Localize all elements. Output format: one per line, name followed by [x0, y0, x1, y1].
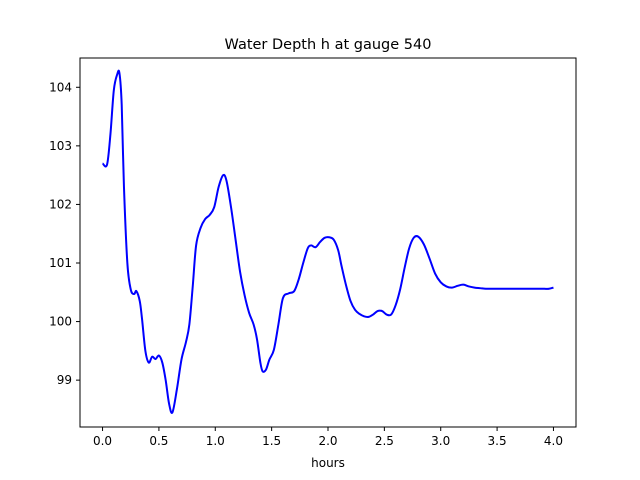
x-tick-label: 3.0: [431, 434, 450, 448]
y-tick-label: 101: [49, 256, 72, 270]
x-tick-label: 3.5: [488, 434, 507, 448]
axis-ticks: 0.0 0.5 1.0 1.5 2.0 2.5 3.0 3.5 4.0 99 100 101 102 10…: [49, 80, 563, 448]
x-axis-title: hours: [311, 456, 345, 470]
x-tick-label: 0.5: [149, 434, 168, 448]
y-tick-label: 100: [49, 315, 72, 329]
y-tick-label: 103: [49, 139, 72, 153]
x-tick-label: 4.0: [544, 434, 563, 448]
x-tick-label: 1.5: [262, 434, 281, 448]
series-line-0: [101, 69, 554, 414]
y-tick-label: 102: [49, 197, 72, 211]
x-tick-label: 2.5: [375, 434, 394, 448]
chart-title: Water Depth h at gauge 540: [225, 37, 432, 53]
y-tick-label: 104: [49, 80, 72, 94]
x-tick-label: 1.0: [206, 434, 225, 448]
plot-data: [101, 69, 554, 414]
plot-frame: [79, 57, 577, 428]
y-tick-label: 99: [57, 373, 72, 387]
x-tick-label: 2.0: [318, 434, 337, 448]
x-tick-label: 0.0: [93, 434, 112, 448]
